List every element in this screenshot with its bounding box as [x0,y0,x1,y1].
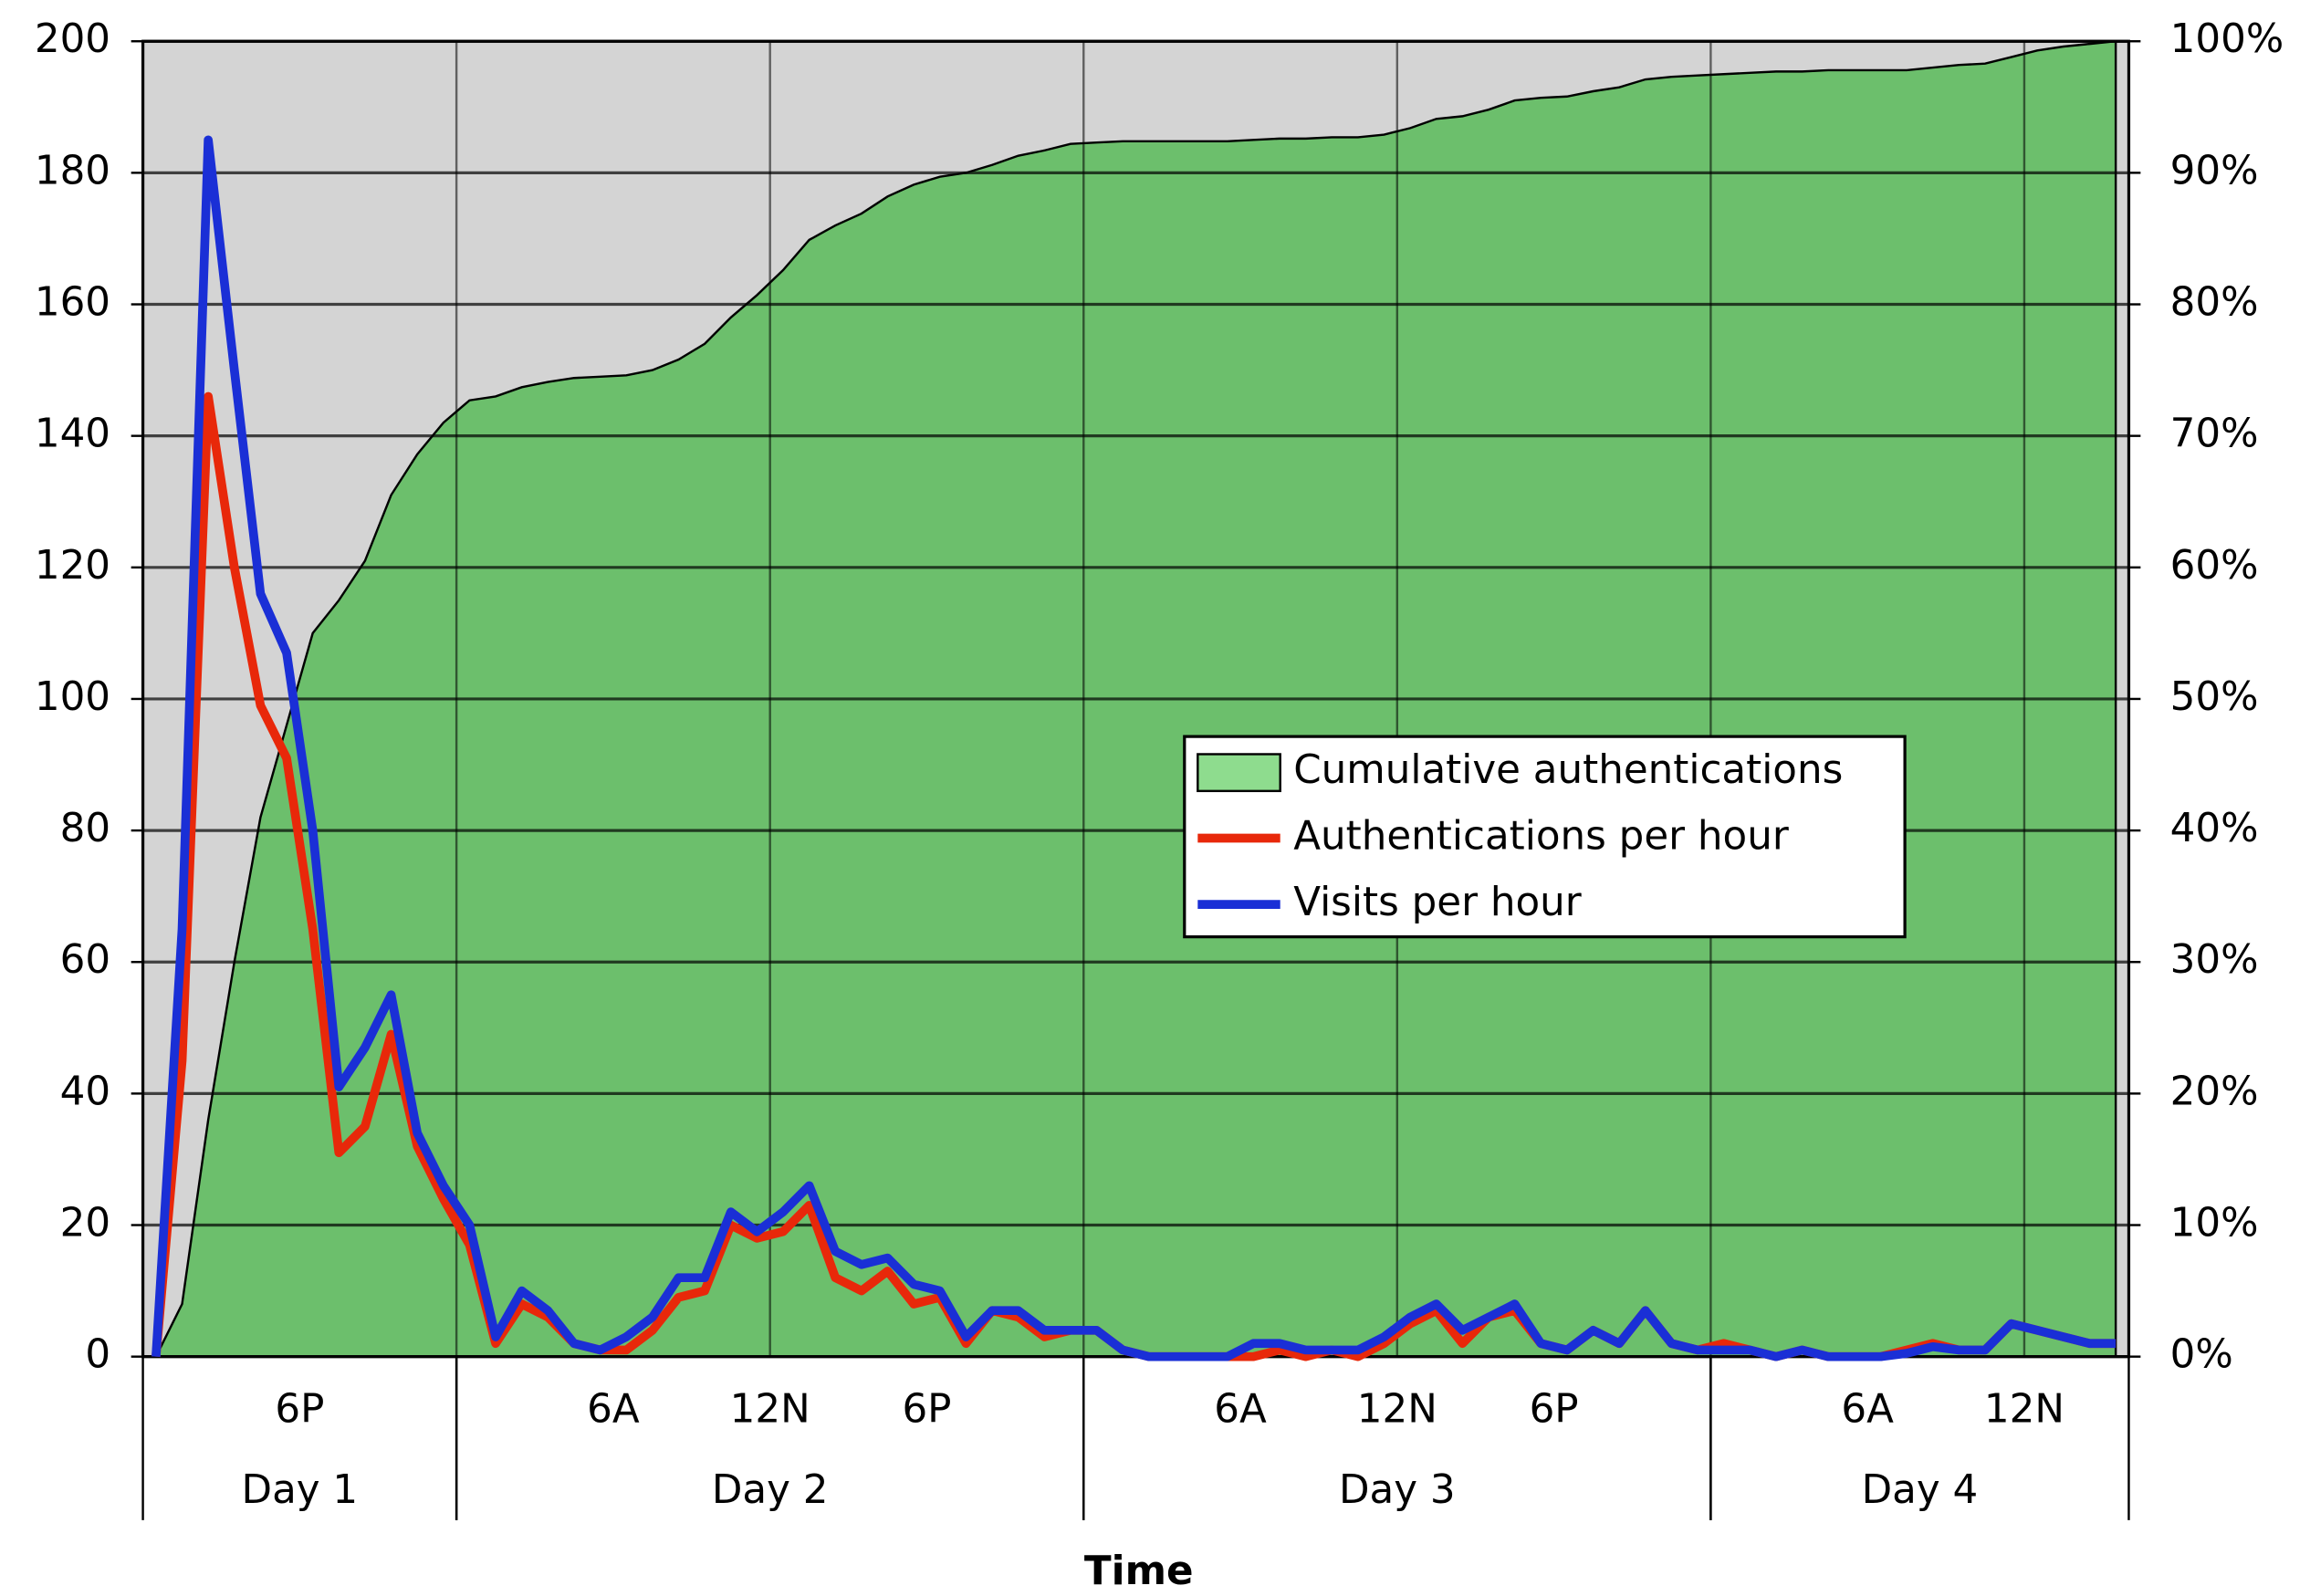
legend-swatch [1197,753,1281,793]
x-tick-label: 6A [1841,1386,1894,1432]
y-tick-label: 60 [60,937,110,983]
y2-tick-label: 30% [2170,937,2259,983]
legend-label: Cumulative authentications [1293,747,1843,793]
day-label: Day 2 [712,1467,829,1513]
line [152,135,2117,1361]
y2-tick-label: 60% [2170,543,2259,589]
legend-box [1183,735,1907,939]
y-tick-label: 100 [35,674,110,720]
x-tick-label: 6P [275,1386,324,1432]
x-tick-label: 12N [730,1386,810,1432]
x-tick-label: 6A [1214,1386,1267,1432]
x-tick-label: 12N [1357,1386,1437,1432]
y-tick-label: 200 [35,16,110,62]
y-tick-label: 80 [60,806,110,851]
x-tick-label: 6P [902,1386,951,1432]
x-tick-label: 6A [587,1386,640,1432]
legend-label: Authentications per hour [1293,813,1789,859]
x-tick-label: 12N [1984,1386,2064,1432]
x-axis-label: Time [1084,1549,1194,1594]
y-tick-label: 0 [85,1332,110,1378]
y-tick-label: 20 [60,1201,110,1247]
y2-tick-label: 40% [2170,806,2259,851]
legend-label: Visits per hour [1293,880,1582,925]
y2-tick-label: 90% [2170,148,2259,193]
y2-tick-label: 100% [2170,16,2284,62]
y-tick-label: 160 [35,280,110,326]
y-tick-label: 40 [60,1069,110,1114]
y-tick-label: 140 [35,412,110,457]
y-tick-label: 120 [35,543,110,589]
y2-tick-label: 0% [2170,1332,2233,1378]
y2-tick-label: 10% [2170,1201,2259,1247]
y2-tick-label: 50% [2170,674,2259,720]
y2-tick-label: 70% [2170,412,2259,457]
y2-tick-label: 80% [2170,280,2259,326]
day-label: Day 3 [1339,1467,1456,1513]
x-tick-label: 6P [1530,1386,1579,1432]
day-label: Day 1 [242,1467,359,1513]
day-label: Day 4 [1862,1467,1979,1513]
y-tick-label: 180 [35,148,110,193]
y2-tick-label: 20% [2170,1069,2259,1114]
